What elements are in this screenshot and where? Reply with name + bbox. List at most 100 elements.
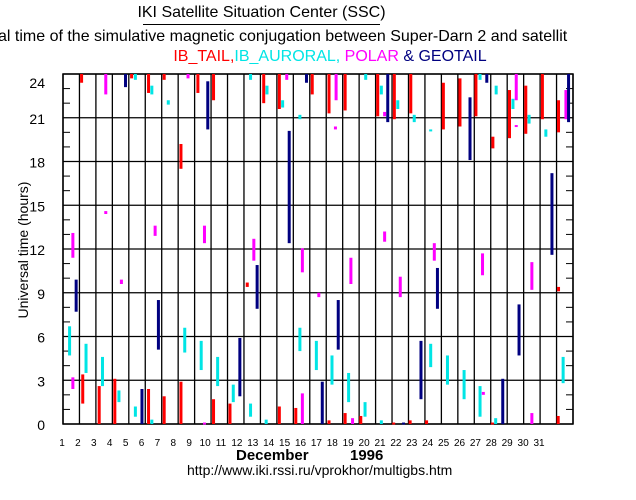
segment-ib-auroral <box>281 100 285 108</box>
segment-geotail <box>124 74 128 88</box>
segment-polar <box>530 413 534 424</box>
x-tick-label: 5 <box>123 438 129 449</box>
segment-ib-tail <box>524 85 528 134</box>
segment-ib-tail <box>294 407 298 424</box>
x-tick-label: 14 <box>263 438 275 449</box>
segment-ib-auroral <box>68 326 72 356</box>
segment-polar <box>317 292 321 298</box>
segment-ib-auroral <box>216 356 220 387</box>
segment-ib-tail <box>409 74 413 114</box>
segment-ib-tail <box>327 74 331 114</box>
x-tick-label: 6 <box>139 438 145 449</box>
segment-polar <box>202 225 206 244</box>
segment-polar <box>153 225 157 236</box>
segment-ib-auroral <box>445 355 449 385</box>
segment-ib-auroral <box>166 100 170 105</box>
segment-ib-auroral <box>264 419 268 424</box>
x-tick-label: 30 <box>518 438 530 449</box>
segment-ib-auroral <box>150 85 154 95</box>
segment-ib-auroral <box>527 114 531 124</box>
x-tick-label: 24 <box>422 438 434 449</box>
segment-polar <box>202 422 206 425</box>
segment-polar <box>334 74 338 101</box>
legend-ib-tail: IB_TAIL, <box>173 48 235 65</box>
segment-polar <box>186 74 190 79</box>
segment-polar <box>71 232 75 258</box>
x-tick-label: 29 <box>502 438 514 449</box>
segment-ib-auroral <box>478 74 482 80</box>
segment-geotail <box>386 74 390 123</box>
segment-ib-tail <box>80 74 84 83</box>
segment-ib-tail <box>97 386 101 424</box>
segment-polar <box>349 257 353 284</box>
segment-polar <box>564 90 568 120</box>
segment-ib-auroral <box>150 419 154 424</box>
segment-ib-auroral <box>396 100 400 109</box>
x-tick-label: 11 <box>216 438 227 449</box>
legend: IB_TAIL,IB_AURORAL, POLAR & GEOTAIL <box>0 48 636 66</box>
segment-ib-auroral <box>511 98 515 109</box>
segment-ib-auroral <box>84 343 88 373</box>
segment-ib-auroral <box>231 384 235 403</box>
segment-ib-auroral <box>133 74 137 80</box>
segment-ib-auroral <box>330 355 334 385</box>
segment-polar <box>514 74 518 101</box>
segment-ib-auroral <box>249 74 253 80</box>
segment-polar <box>398 276 402 298</box>
segment-ib-auroral <box>364 74 368 80</box>
y-tick-label: 9 <box>37 286 45 302</box>
legend-polar: POLAR <box>344 48 399 65</box>
segment-ib-tail <box>408 420 412 424</box>
chart-subtitle: al time of the simulative magnetic conju… <box>0 28 568 45</box>
segment-polar <box>71 377 75 389</box>
segment-geotail <box>238 337 242 397</box>
legend-amp: & <box>403 48 415 65</box>
x-tick-label: 25 <box>438 438 450 449</box>
segment-geotail <box>304 74 308 83</box>
segment-ib-auroral <box>379 85 383 95</box>
segment-ib-tail <box>162 396 166 424</box>
segment-geotail <box>402 422 406 425</box>
y-tick-label: 12 <box>29 242 45 258</box>
segment-geotail <box>485 74 489 83</box>
segment-ib-auroral <box>199 340 203 371</box>
segment-geotail <box>517 304 521 356</box>
x-tick-label: 15 <box>279 438 291 449</box>
segment-geotail <box>255 265 259 309</box>
x-tick-label: 13 <box>247 438 259 449</box>
x-axis-month: December <box>236 447 309 464</box>
x-tick-label: 19 <box>343 438 355 449</box>
segment-geotail <box>74 279 78 312</box>
segment-ib-auroral <box>429 129 433 132</box>
y-tick-label: 0 <box>37 417 45 433</box>
segment-ib-tail <box>392 74 396 120</box>
chart-title: IKI Satellite Situation Center (SSC) <box>137 4 386 21</box>
segment-ib-auroral <box>462 370 466 400</box>
segment-polar <box>351 418 355 424</box>
segment-geotail <box>320 381 324 424</box>
segment-geotail <box>336 300 340 350</box>
segment-ib-tail <box>474 74 478 117</box>
segment-ib-tail <box>392 422 396 425</box>
segment-geotail <box>435 267 439 309</box>
segment-ib-auroral <box>561 356 565 384</box>
segment-geotail <box>550 173 554 255</box>
segment-polar <box>104 211 108 214</box>
segment-ib-tail <box>343 413 347 424</box>
segment-ib-tail <box>147 74 151 93</box>
segment-ib-tail <box>179 381 183 424</box>
segment-ib-tail <box>359 415 363 424</box>
x-tick-label: 27 <box>470 438 482 449</box>
x-axis-year: 1996 <box>350 447 384 464</box>
segment-ib-tail <box>491 136 495 149</box>
segment-ib-auroral <box>183 327 187 353</box>
segment-polar <box>383 111 387 117</box>
segment-ib-tail <box>113 378 117 424</box>
segment-ib-auroral <box>494 418 498 424</box>
segment-ib-tail <box>245 282 249 287</box>
x-tick-label: 7 <box>155 438 161 449</box>
segment-ib-auroral <box>314 340 318 371</box>
segment-ib-auroral <box>249 403 253 417</box>
segment-ib-tail <box>310 74 314 95</box>
segment-ib-tail <box>343 74 347 111</box>
